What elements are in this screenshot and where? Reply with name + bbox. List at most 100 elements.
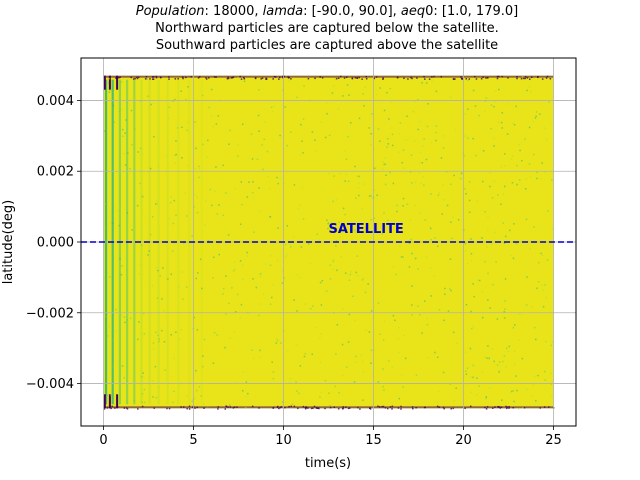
scatter-point — [345, 76, 348, 79]
scatter-point — [196, 196, 198, 198]
scatter-point — [455, 387, 457, 389]
scatter-point — [487, 299, 489, 301]
scatter-point — [539, 113, 541, 115]
scatter-point — [400, 408, 402, 410]
scatter-point — [324, 407, 326, 410]
scatter-point — [504, 278, 507, 280]
scatter-point — [379, 333, 381, 336]
scatter-point — [419, 151, 422, 154]
scatter-point — [342, 95, 344, 97]
scatter-point — [427, 103, 429, 105]
scatter-point — [485, 396, 488, 398]
scatter-point — [215, 166, 217, 168]
scatter-point — [170, 333, 173, 336]
scatter-point — [492, 283, 494, 286]
scatter-point — [246, 255, 249, 258]
scatter-point — [103, 102, 106, 104]
scatter-point — [418, 172, 420, 174]
scatter-point — [318, 407, 320, 410]
scatter-point — [503, 165, 506, 167]
scatter-point — [498, 406, 501, 408]
scatter-point — [224, 346, 226, 349]
scatter-point — [277, 405, 279, 408]
scatter-point — [275, 342, 278, 344]
scatter-point — [103, 408, 106, 410]
scatter-point — [481, 237, 483, 239]
scatter-point — [335, 199, 338, 201]
scatter-point — [115, 330, 118, 332]
scatter-point — [435, 131, 437, 134]
scatter-point — [503, 317, 506, 319]
scatter-point — [508, 406, 510, 408]
scatter-point — [344, 213, 346, 216]
scatter-point — [168, 106, 171, 109]
scatter-point — [182, 298, 184, 300]
scatter-point — [508, 407, 510, 409]
scatter-point — [466, 367, 469, 369]
scatter-point — [425, 256, 428, 258]
scatter-point — [159, 76, 162, 79]
scatter-point — [327, 222, 330, 224]
scatter-point — [271, 296, 273, 299]
scatter-point — [518, 143, 521, 146]
scatter-point — [230, 77, 233, 79]
scatter-point — [157, 269, 159, 272]
scatter-point — [481, 371, 484, 373]
scatter-point — [319, 332, 322, 335]
scatter-point — [358, 194, 360, 197]
scatter-point — [120, 81, 123, 83]
scatter-point — [236, 406, 238, 408]
scatter-point — [500, 165, 503, 168]
scatter-point — [298, 392, 300, 395]
scatter-point — [476, 200, 479, 202]
scatter-point — [203, 407, 205, 409]
scatter-point — [402, 256, 404, 258]
scatter-point — [167, 278, 169, 280]
scatter-point — [497, 75, 500, 78]
scatter-point — [417, 128, 419, 131]
scatter-point — [472, 325, 474, 328]
scatter-point — [192, 406, 194, 409]
scatter-point — [551, 228, 554, 230]
scatter-point — [319, 337, 321, 340]
scatter-point — [435, 90, 438, 93]
scatter-point — [314, 77, 316, 80]
scatter-point — [523, 407, 526, 409]
scatter-point — [258, 88, 260, 91]
scatter-point — [291, 403, 294, 406]
x-tick-label: 10 — [275, 433, 292, 448]
scatter-point — [186, 286, 188, 288]
scatter-point — [497, 194, 499, 196]
scatter-point — [129, 168, 131, 170]
scatter-point — [505, 365, 507, 368]
scatter-point — [168, 78, 170, 80]
scatter-point — [371, 113, 373, 115]
scatter-point — [384, 183, 387, 186]
scatter-point — [357, 187, 360, 190]
scatter-point — [180, 406, 182, 408]
scatter-point — [343, 77, 346, 79]
scatter-point — [140, 375, 142, 377]
scatter-point — [524, 77, 526, 80]
scatter-point — [152, 78, 155, 81]
scatter-point — [362, 93, 364, 95]
scatter-point — [522, 407, 524, 409]
scatter-point — [477, 279, 479, 281]
scatter-point — [484, 406, 486, 409]
scatter-point — [521, 357, 524, 360]
scatter-point — [377, 128, 380, 130]
scatter-point — [399, 133, 401, 135]
scatter-point — [392, 314, 395, 317]
scatter-point — [503, 185, 506, 188]
scatter-point — [526, 77, 529, 79]
scatter-point — [526, 388, 529, 391]
scatter-point — [329, 406, 332, 409]
scatter-point — [346, 84, 349, 86]
scatter-point — [304, 303, 307, 305]
scatter-point — [215, 76, 217, 78]
scatter-point — [382, 385, 384, 388]
title-lamda-value: : [-90.0, 90.0], — [303, 4, 401, 19]
scatter-point — [514, 363, 516, 366]
scatter-point — [203, 338, 206, 341]
scatter-point — [349, 122, 352, 124]
